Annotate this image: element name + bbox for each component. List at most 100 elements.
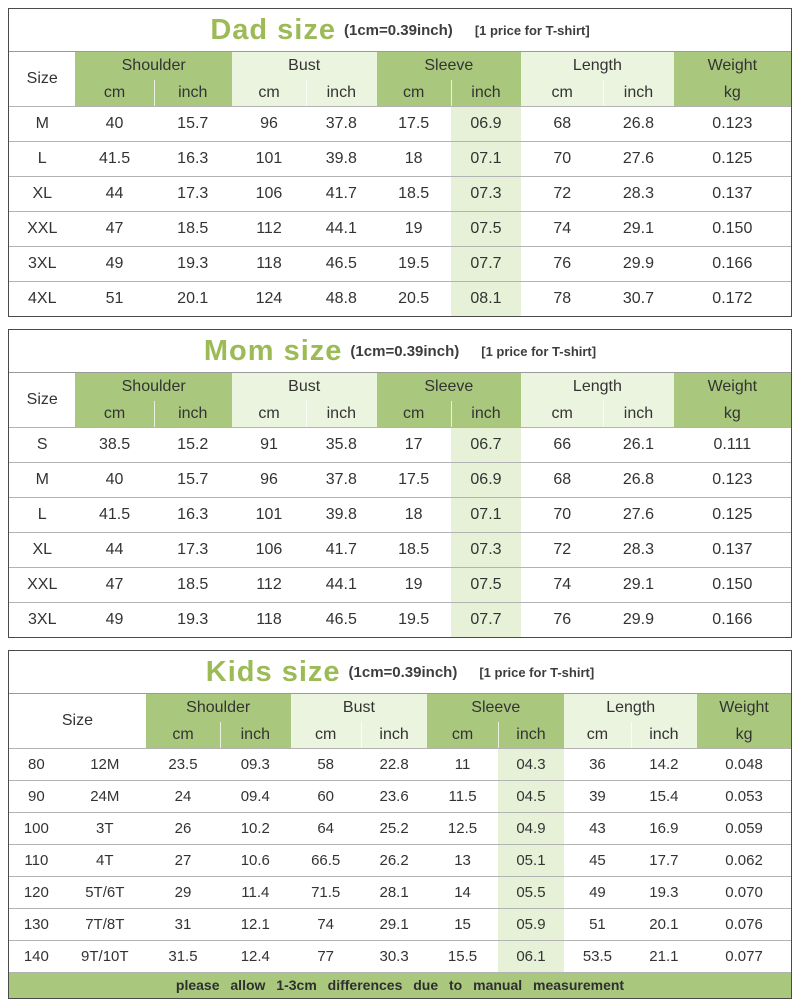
value-cell: 07.5 [450,211,522,247]
value-cell: 91 [231,427,307,463]
value-cell: 29.1 [360,908,428,941]
value-cell: 0.166 [673,246,791,282]
sleeve-unit-header: cm [376,80,451,107]
value-cell: 112 [231,211,307,247]
size-chart-page: { "colors": { "title_green": "#9cbb57", … [0,8,800,999]
kids-table-header: Size Shoulder Bust Sleeve Length Weight cm inch… [9,693,791,749]
value-cell: 28.3 [603,532,674,568]
value-cell: 26.8 [603,462,674,498]
shoulder-unit-header: inch [220,722,291,749]
dad-size-table: Size Shoulder Bust Sleeve Length Weight cm inch… [9,51,791,316]
value-cell: 19.3 [630,876,698,909]
value-cell: 96 [231,106,307,142]
length-unit-header: cm [521,80,604,107]
value-cell: 37.8 [306,106,377,142]
value-cell: 31.5 [145,940,221,972]
value-cell: 76 [521,246,604,282]
value-cell: 10.6 [220,844,291,877]
value-cell: 41.7 [306,532,377,568]
value-cell: 17 [376,427,451,463]
value-cell: 39 [564,780,631,813]
value-cell: 15 [427,908,498,941]
value-cell: 58 [290,748,361,781]
bust-column-header: Bust [290,693,428,722]
value-cell: 51 [564,908,631,941]
shoulder-unit-header: cm [75,80,154,107]
shoulder-unit-header: cm [75,401,154,428]
value-cell: 29.9 [603,602,674,637]
value-cell: 66.5 [290,844,361,877]
length-column-header: Length [521,372,674,401]
length-unit-header: inch [603,80,674,107]
shoulder-column-header: Shoulder [75,372,232,401]
value-cell: 70 [521,141,604,177]
value-cell: 49 [75,602,154,637]
weight-unit-header: kg [673,401,791,428]
value-cell: 47 [75,211,154,247]
size-cell: M [9,106,76,142]
value-cell: 15.2 [153,427,232,463]
value-cell: 06.9 [450,462,522,498]
value-cell: 74 [521,567,604,603]
value-cell: 40 [75,462,154,498]
value-cell: 46.5 [306,602,377,637]
dad-price-note: [1 price for T-shirt] [474,22,590,38]
value-cell: 96 [231,462,307,498]
value-cell: 27.6 [603,497,674,533]
value-cell: 15.4 [630,780,698,813]
value-cell: 0.125 [673,497,791,533]
weight-column-header: Weight [673,372,791,401]
value-cell: 19.3 [153,602,232,637]
value-cell: 17.7 [630,844,698,877]
size-cell: M [9,462,76,498]
value-cell: 17.3 [153,532,232,568]
value-cell: 16.3 [153,141,232,177]
value-cell: 0.062 [697,844,791,877]
value-cell: 60 [290,780,361,813]
mom-table-title: Mom size [203,334,343,367]
size-cell: 80 [9,748,64,781]
size-column-header: Size [9,372,76,428]
shoulder-unit-header: inch [153,80,232,107]
value-cell: 101 [231,497,307,533]
table-row: M 40 15.7 96 37.8 17.5 06.9 68 26.8 0.123 [9,106,791,142]
value-cell: 11.4 [220,876,291,909]
kids-size-table-section: Kids size (1cm=0.39inch) [1 price for T-… [8,650,792,999]
value-cell: 106 [231,532,307,568]
value-cell: 29.1 [603,567,674,603]
table-row: L 41.5 16.3 101 39.8 18 07.1 70 27.6 0.125 [9,141,791,177]
value-cell: 39.8 [306,141,377,177]
length-unit-header: cm [521,401,604,428]
bust-unit-header: cm [231,80,307,107]
value-cell: 30.3 [360,940,428,972]
value-cell: 20.5 [376,281,451,316]
dad-table-title-row: Dad size (1cm=0.39inch) [1 price for T-s… [9,9,791,51]
value-cell: 27.6 [603,141,674,177]
value-cell: 45 [564,844,631,877]
size-cell: 110 [9,844,64,877]
value-cell: 07.1 [450,141,522,177]
table-row: 80 12M 23.5 09.3 58 22.8 11 04.3 36 14.2 0.048 [9,748,791,781]
size-cell: 4XL [9,281,76,316]
size-cell: 100 [9,812,64,845]
size-column-header: Size [9,693,146,749]
value-cell: 0.123 [673,462,791,498]
bust-column-header: Bust [231,372,377,401]
value-cell: 0.137 [673,176,791,212]
table-row: XXL 47 18.5 112 44.1 19 07.5 74 29.1 0.150 [9,211,791,247]
value-cell: 38.5 [75,427,154,463]
value-cell: 26.8 [603,106,674,142]
bust-unit-header: inch [306,401,377,428]
value-cell: 74 [521,211,604,247]
table-row: 140 9T/10T 31.5 12.4 77 30.3 15.5 06.1 53.5 21.1 0… [9,940,791,972]
value-cell: 0.077 [697,940,791,972]
weight-column-header: Weight [673,51,791,80]
sleeve-column-header: Sleeve [427,693,565,722]
value-cell: 07.7 [450,602,522,637]
value-cell: 68 [521,462,604,498]
value-cell: 0.125 [673,141,791,177]
value-cell: 21.1 [630,940,698,972]
value-cell: 44 [75,176,154,212]
size-cell: XL [9,532,76,568]
value-cell: 20.1 [630,908,698,941]
